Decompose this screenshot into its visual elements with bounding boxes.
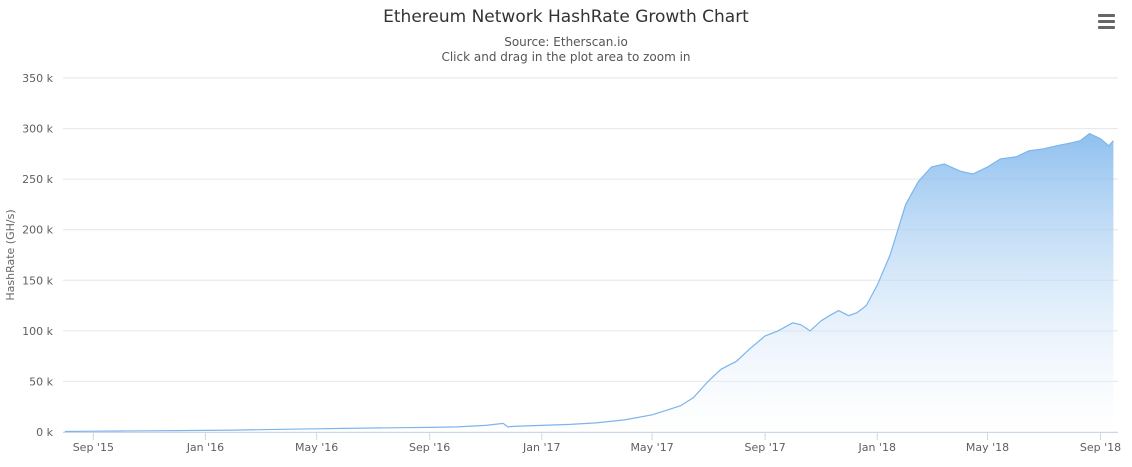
- chart-title: Ethereum Network HashRate Growth Chart: [383, 7, 749, 27]
- chart-subtitle: Source: Etherscan.io Click and drag in t…: [0, 35, 1132, 65]
- x-tick-label: May '16: [295, 441, 338, 454]
- series-line: [64, 132, 1114, 433]
- x-tick-label: Sep '18: [1080, 441, 1121, 454]
- x-axis: Sep '15 Jan '16 May '16 Sep '16 Jan '17 May '…: [63, 432, 1121, 454]
- hamburger-menu-icon-bar: [1098, 20, 1115, 23]
- y-tick-label: 200 k: [22, 224, 53, 237]
- y-tick-label: 150 k: [22, 274, 53, 287]
- x-tick-label: May '17: [630, 441, 673, 454]
- series-area: [64, 133, 1114, 432]
- hamburger-menu-icon: [1098, 14, 1115, 17]
- y-axis-ticks: 0 k 50 k 100 k 150 k 200 k 250 k 300 k 350 k: [22, 72, 53, 439]
- hamburger-menu-icon-bar: [1098, 26, 1115, 29]
- y-tick-label: 300 k: [22, 123, 53, 136]
- y-tick-label: 50 k: [29, 375, 53, 388]
- series-area-group: [64, 132, 1114, 433]
- y-tick-label: 250 k: [22, 173, 53, 186]
- chart-menu-button[interactable]: [1094, 10, 1120, 32]
- y-axis-title: HashRate (GH/s): [4, 209, 17, 300]
- x-tick-label: Jan '16: [186, 441, 224, 454]
- x-tick-label: Jan '18: [857, 441, 895, 454]
- x-tick-label: Sep '15: [73, 441, 114, 454]
- subtitle-source: Source: Etherscan.io: [504, 35, 628, 49]
- x-tick-label: May '18: [966, 441, 1009, 454]
- subtitle-zoom-hint: Click and drag in the plot area to zoom …: [441, 50, 691, 64]
- x-tick-label: Sep '17: [744, 441, 785, 454]
- y-tick-label: 100 k: [22, 325, 53, 338]
- x-tick-label: Sep '16: [409, 441, 450, 454]
- y-tick-label: 350 k: [22, 72, 53, 85]
- x-tick-label: Jan '17: [522, 441, 560, 454]
- y-tick-label: 0 k: [36, 426, 53, 439]
